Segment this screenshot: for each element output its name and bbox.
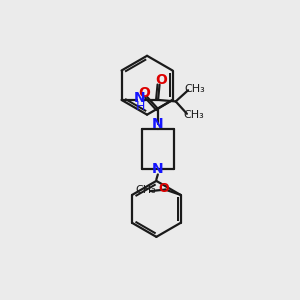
Text: N: N [134, 91, 146, 105]
Text: O: O [156, 73, 167, 87]
Text: O: O [139, 85, 151, 100]
Text: N: N [152, 117, 164, 131]
Text: CH₃: CH₃ [183, 110, 204, 120]
Text: O: O [158, 182, 169, 195]
Text: N: N [152, 162, 164, 176]
Text: CH₃: CH₃ [184, 84, 205, 94]
Text: H: H [136, 100, 145, 113]
Text: CH₃: CH₃ [135, 185, 156, 196]
